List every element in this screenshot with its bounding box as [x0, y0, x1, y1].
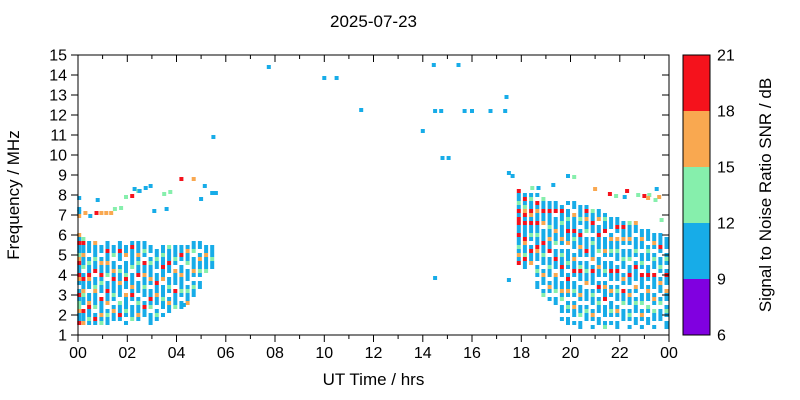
svg-text:14: 14 — [414, 345, 432, 362]
svg-text:16: 16 — [463, 345, 481, 362]
x-tick-labels: 00 02 04 06 08 10 12 14 16 18 20 22 00 — [69, 345, 678, 362]
svg-text:18: 18 — [512, 345, 530, 362]
svg-text:12: 12 — [365, 345, 383, 362]
svg-text:12: 12 — [717, 216, 735, 233]
svg-text:08: 08 — [266, 345, 284, 362]
axes — [71, 54, 670, 342]
svg-text:6: 6 — [717, 328, 726, 345]
svg-text:10: 10 — [49, 148, 67, 165]
svg-text:21: 21 — [717, 48, 735, 65]
svg-text:11: 11 — [50, 128, 67, 145]
svg-text:04: 04 — [168, 345, 186, 362]
svg-text:4: 4 — [58, 268, 67, 285]
x-axis-label: UT Time / hrs — [322, 370, 425, 389]
svg-text:9: 9 — [58, 168, 67, 185]
svg-text:20: 20 — [562, 345, 580, 362]
svg-text:9: 9 — [717, 272, 726, 289]
svg-text:02: 02 — [118, 345, 136, 362]
colorbar: 6 9 12 15 18 21 — [682, 48, 735, 345]
svg-text:10: 10 — [315, 345, 333, 362]
svg-text:15: 15 — [49, 48, 67, 65]
svg-text:5: 5 — [58, 248, 67, 265]
svg-text:00: 00 — [69, 345, 87, 362]
svg-text:1: 1 — [58, 328, 67, 345]
svg-text:00: 00 — [660, 345, 678, 362]
svg-text:8: 8 — [58, 188, 67, 205]
data-tiles — [77, 63, 669, 329]
svg-text:6: 6 — [58, 228, 67, 245]
svg-text:3: 3 — [58, 288, 67, 305]
chart-title: 2025-07-23 — [330, 12, 417, 31]
svg-text:12: 12 — [49, 108, 67, 125]
svg-text:15: 15 — [717, 160, 735, 177]
svg-text:13: 13 — [49, 88, 67, 105]
svg-text:14: 14 — [49, 68, 67, 85]
svg-text:18: 18 — [717, 104, 735, 121]
svg-text:22: 22 — [611, 345, 629, 362]
svg-text:06: 06 — [217, 345, 235, 362]
svg-text:7: 7 — [58, 208, 67, 225]
svg-text:2: 2 — [58, 308, 67, 325]
